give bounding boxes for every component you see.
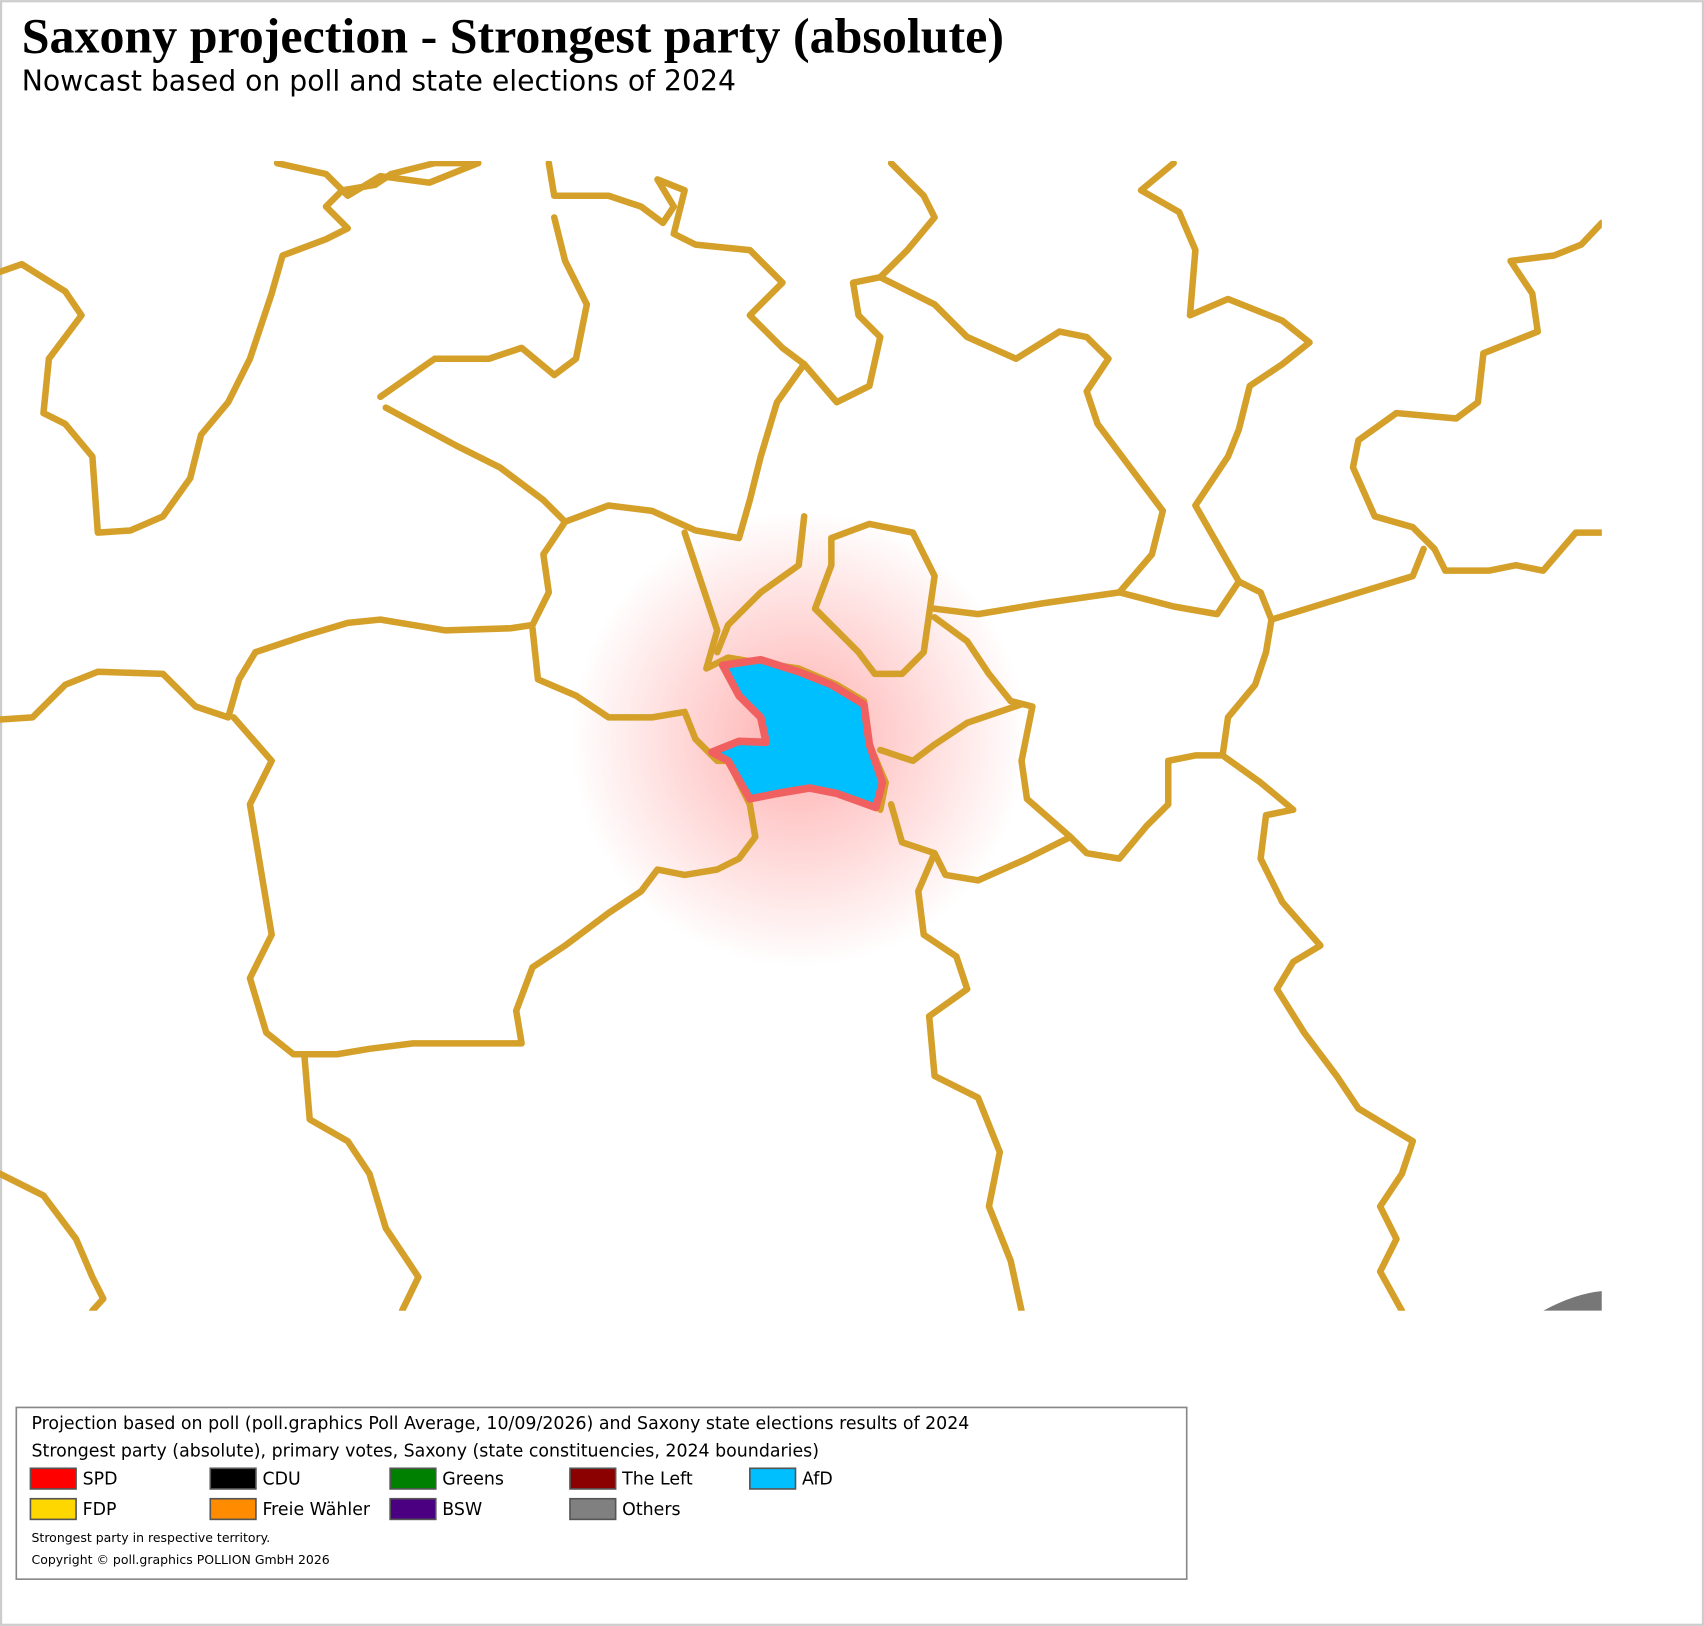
legend-label: CDU <box>262 1470 300 1490</box>
legend-swatch <box>569 1467 617 1490</box>
legend-swatch <box>389 1467 437 1490</box>
legend-swatch <box>749 1467 797 1490</box>
boundary <box>800 160 938 406</box>
boundary <box>273 160 482 199</box>
legend-label: The Left <box>621 1470 693 1490</box>
boundary <box>382 404 569 526</box>
legend-box <box>15 1406 1188 1580</box>
boundary <box>1137 160 1313 585</box>
legend-swatch <box>29 1467 77 1490</box>
legend-swatch <box>29 1497 77 1521</box>
legend: Projection based on poll (poll.graphics … <box>29 1414 970 1567</box>
boundary <box>811 520 938 678</box>
boundary <box>230 714 759 1058</box>
boundary <box>931 545 1427 623</box>
legend-note: Copyright © poll.graphics POLLION GmbH 2… <box>32 1552 330 1567</box>
legend-swatch <box>209 1497 257 1521</box>
legend-description: Projection based on poll (poll.graphics … <box>32 1414 970 1434</box>
legend-swatch <box>389 1497 437 1521</box>
boundary <box>0 1170 107 1311</box>
legend-label: Freie Wähler <box>262 1500 370 1520</box>
boundary <box>1219 752 1417 1311</box>
legend-swatch <box>569 1497 617 1521</box>
legend-description: Strongest party (absolute), primary vote… <box>32 1441 820 1461</box>
boundary <box>887 801 1074 884</box>
boundary <box>931 614 1275 862</box>
legend-label: SPD <box>83 1470 118 1490</box>
legend-label: BSW <box>442 1500 482 1520</box>
legend-label: AfD <box>802 1470 833 1490</box>
legend-label: Greens <box>442 1470 504 1490</box>
legend-swatch <box>209 1467 257 1490</box>
other-region <box>1543 1291 1602 1311</box>
boundary <box>876 273 1167 596</box>
legend-note: Strongest party in respective territory. <box>32 1530 271 1545</box>
afd-region <box>708 655 887 812</box>
boundary <box>377 214 591 401</box>
legend-label: FDP <box>83 1500 117 1520</box>
legend-label: Others <box>622 1500 680 1520</box>
map <box>0 160 1602 1311</box>
boundary <box>713 513 808 656</box>
title: Saxony projection - Strongest party (abs… <box>22 7 1004 63</box>
subtitle: Nowcast based on poll and state election… <box>22 64 736 97</box>
boundary <box>0 160 808 723</box>
boundary <box>876 701 1025 765</box>
boundary <box>301 1050 422 1311</box>
boundary <box>1349 219 1602 574</box>
boundary <box>915 849 1025 1311</box>
